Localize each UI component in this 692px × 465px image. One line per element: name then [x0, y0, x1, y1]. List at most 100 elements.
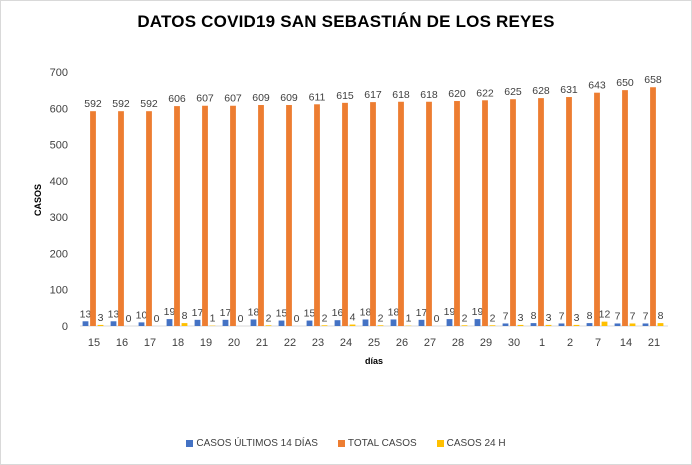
data-label: 10	[136, 309, 148, 321]
x-tick-label: 22	[284, 337, 296, 349]
x-tick-label: 7	[595, 337, 601, 349]
data-label: 7	[615, 310, 621, 322]
x-tick-label: 2	[567, 337, 573, 349]
bar	[97, 324, 104, 326]
data-label: 592	[112, 98, 130, 110]
y-tick-label: 500	[50, 140, 68, 152]
data-label: 617	[364, 89, 382, 101]
data-label: 8	[587, 310, 593, 322]
bar	[138, 322, 145, 326]
data-label: 628	[532, 85, 550, 97]
data-label: 2	[462, 312, 468, 324]
data-label: 650	[616, 77, 634, 89]
data-label: 0	[126, 313, 132, 325]
y-tick-label: 100	[50, 285, 68, 297]
x-tick-label: 21	[256, 337, 268, 349]
data-label: 658	[644, 74, 662, 86]
bar	[370, 102, 376, 326]
data-label: 18	[360, 306, 372, 318]
bar	[265, 325, 272, 326]
bar	[202, 105, 208, 326]
data-label: 12	[599, 309, 611, 321]
bar	[194, 319, 201, 326]
bar	[586, 323, 593, 326]
chart-title: DATOS COVID19 SAN SEBASTIÁN DE LOS REYES	[137, 12, 555, 31]
bar	[258, 105, 264, 327]
x-tick-label: 21	[648, 337, 660, 349]
data-label: 3	[518, 312, 524, 324]
bar	[642, 323, 649, 326]
data-label: 1	[406, 313, 412, 325]
legend-label: TOTAL CASOS	[347, 438, 417, 449]
data-label: 17	[416, 307, 428, 319]
bar	[461, 325, 468, 326]
bar	[629, 323, 636, 326]
data-label: 643	[588, 80, 606, 92]
bar	[181, 323, 188, 326]
bar	[573, 324, 580, 326]
data-label: 16	[332, 307, 344, 319]
x-tick-label: 18	[172, 337, 184, 349]
bar	[517, 324, 524, 326]
data-label: 3	[546, 312, 552, 324]
bar	[530, 323, 537, 326]
x-axis-title: días	[365, 356, 383, 366]
y-tick-label: 700	[50, 67, 68, 79]
data-label: 7	[643, 310, 649, 322]
x-tick-label: 27	[424, 337, 436, 349]
data-label: 19	[164, 306, 176, 318]
bar	[502, 323, 509, 326]
data-label: 2	[490, 312, 496, 324]
bar	[489, 325, 496, 326]
bar	[314, 104, 320, 327]
bar	[321, 325, 328, 326]
legend-swatch	[436, 440, 444, 447]
x-tick-label: 28	[452, 337, 464, 349]
x-tick-label: 16	[116, 337, 128, 349]
data-label: 618	[392, 89, 410, 101]
bar	[230, 105, 236, 326]
bar	[146, 111, 152, 326]
data-label: 8	[182, 310, 188, 322]
data-label: 18	[388, 306, 400, 318]
bar	[510, 99, 516, 326]
legend-item: CASOS 24 H	[436, 438, 506, 449]
x-tick-label: 29	[480, 337, 492, 349]
bar	[377, 325, 384, 326]
data-label: 622	[476, 87, 494, 99]
data-label: 3	[574, 312, 580, 324]
chart-legend: CASOS ÚLTIMOS 14 DÍAS TOTAL CASOS CASOS 24…	[0, 438, 692, 449]
bar	[278, 320, 285, 326]
data-label: 13	[108, 308, 120, 320]
data-label: 7	[630, 310, 636, 322]
bar	[174, 106, 180, 326]
data-label: 592	[140, 98, 158, 110]
legend-swatch	[337, 440, 345, 447]
data-label: 2	[378, 312, 384, 324]
data-label: 17	[192, 307, 204, 319]
bar	[398, 101, 404, 326]
bar	[286, 105, 292, 327]
legend-item: TOTAL CASOS	[337, 438, 417, 449]
data-label: 620	[448, 88, 466, 100]
bar	[390, 319, 397, 326]
bar	[362, 319, 369, 326]
bar	[349, 324, 356, 326]
data-label: 631	[560, 84, 578, 96]
bar	[622, 90, 628, 327]
data-label: 2	[322, 312, 328, 324]
bar	[306, 320, 313, 326]
bar	[566, 97, 572, 326]
data-label: 0	[238, 313, 244, 325]
bar	[454, 101, 460, 327]
bar	[657, 323, 664, 326]
bar	[334, 320, 341, 326]
bar	[342, 102, 348, 326]
data-label: 13	[80, 308, 92, 320]
x-tick-label: 19	[200, 337, 212, 349]
y-tick-label: 600	[50, 103, 68, 115]
x-tick-label: 14	[620, 337, 632, 349]
bar	[110, 321, 117, 326]
data-label: 15	[276, 308, 288, 320]
